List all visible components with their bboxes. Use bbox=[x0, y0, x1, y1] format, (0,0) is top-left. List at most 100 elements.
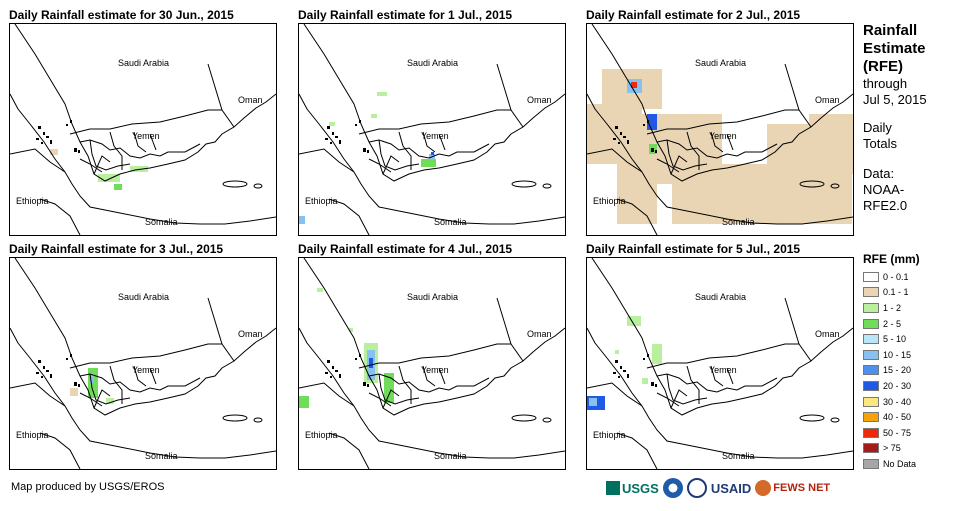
legend-label: 0 - 0.1 bbox=[883, 271, 909, 282]
usgs-logo: USGS bbox=[606, 481, 659, 496]
legend-label: 0.1 - 1 bbox=[883, 287, 909, 298]
rainfall-area bbox=[615, 350, 619, 354]
yemen-label: Yemen bbox=[132, 365, 160, 375]
legend: RFE (mm) 0 - 0.1 0.1 - 1 1 - 2 2 - 5 5 - 10 1… bbox=[863, 252, 967, 472]
rainfall-area bbox=[299, 396, 309, 408]
legend-item: 15 - 20 bbox=[863, 363, 967, 379]
through-label: through bbox=[863, 76, 908, 91]
legend-item: 10 - 15 bbox=[863, 347, 967, 363]
yemen-map: Saudi Arabia Oman Yemen Ethiopia Somalia bbox=[587, 24, 853, 235]
legend-title: RFE (mm) bbox=[863, 252, 920, 266]
yemen-label: Yemen bbox=[709, 365, 737, 375]
yemen-label: Yemen bbox=[132, 131, 160, 141]
rainfall-area bbox=[627, 316, 641, 326]
ethiopia-label: Ethiopia bbox=[593, 196, 626, 206]
rainfall-map: Saudi Arabia Oman Yemen Ethiopia Somalia bbox=[586, 23, 854, 236]
rainfall-area bbox=[349, 328, 353, 332]
rainfall-area bbox=[617, 159, 657, 224]
legend-swatch bbox=[863, 349, 879, 360]
legend-label: 2 - 5 bbox=[883, 318, 902, 329]
legend-label: 30 - 40 bbox=[883, 396, 912, 407]
yemen-label: Yemen bbox=[421, 365, 449, 375]
daily-totals-label: Daily Totals bbox=[863, 120, 897, 151]
somalia-label: Somalia bbox=[145, 217, 178, 227]
legend-label: 1 - 2 bbox=[883, 302, 902, 313]
legend-swatch bbox=[863, 365, 879, 376]
saudi-label: Saudi Arabia bbox=[407, 58, 458, 68]
logo-bar: USGS USAID FEWS NET bbox=[606, 478, 830, 498]
rainfall-area bbox=[642, 378, 648, 384]
saudi-label: Saudi Arabia bbox=[695, 58, 746, 68]
legend-item: 2 - 5 bbox=[863, 316, 967, 332]
yemen-label: Yemen bbox=[709, 131, 737, 141]
oman-label: Oman bbox=[815, 95, 840, 105]
legend-item: 5 - 10 bbox=[863, 331, 967, 347]
legend-swatch bbox=[863, 334, 879, 345]
rainfall-area bbox=[106, 398, 114, 404]
map-panel-5: Daily Rainfall estimate for 4 Jul., 2015… bbox=[298, 241, 566, 470]
rainfall-map: Saudi Arabia Oman Yemen Ethiopia Somalia bbox=[586, 257, 854, 470]
oman-label: Oman bbox=[527, 95, 552, 105]
rainfall-area bbox=[317, 288, 323, 292]
legend-item: > 75 bbox=[863, 441, 967, 457]
panel-title: Daily Rainfall estimate for 2 Jul., 2015 bbox=[586, 8, 801, 22]
legend-item: 0.1 - 1 bbox=[863, 285, 967, 301]
info-sidebar: Rainfall Estimate (RFE) through Jul 5, 2… bbox=[863, 22, 967, 214]
rainfall-area bbox=[50, 149, 58, 155]
data-label: Data: bbox=[863, 166, 895, 181]
legend-swatch bbox=[863, 318, 879, 329]
rainfall-area bbox=[421, 159, 436, 167]
rainfall-area bbox=[647, 114, 657, 130]
data-source: NOAA-RFE2.0 bbox=[863, 182, 908, 213]
map-panel-6: Daily Rainfall estimate for 5 Jul., 2015… bbox=[586, 241, 854, 470]
rainfall-map: Saudi Arabia Oman Yemen Ethiopia Somalia bbox=[9, 257, 277, 470]
credit-text: Map produced by USGS/EROS bbox=[11, 481, 165, 493]
sidebar-title: Rainfall Estimate (RFE) bbox=[863, 22, 926, 75]
ethiopia-label: Ethiopia bbox=[16, 430, 49, 440]
rainfall-area bbox=[431, 152, 434, 155]
yemen-map: Saudi Arabia Oman Yemen Ethiopia Somalia bbox=[10, 258, 276, 469]
somalia-label: Somalia bbox=[722, 217, 755, 227]
oman-label: Oman bbox=[815, 329, 840, 339]
legend-item: 20 - 30 bbox=[863, 378, 967, 394]
ethiopia-label: Ethiopia bbox=[593, 430, 626, 440]
map-panel-2: Daily Rainfall estimate for 1 Jul., 2015… bbox=[298, 7, 566, 236]
legend-label: 40 - 50 bbox=[883, 412, 912, 423]
legend-label: 50 - 75 bbox=[883, 427, 912, 438]
rainfall-area bbox=[329, 122, 335, 126]
rainfall-area bbox=[369, 358, 373, 368]
rainfall-area bbox=[652, 344, 662, 364]
rainfall-map: Saudi Arabia Oman Yemen Ethiopia Somalia bbox=[298, 257, 566, 470]
rainfall-area bbox=[377, 92, 387, 96]
usaid-seal bbox=[686, 478, 707, 498]
legend-label: 20 - 30 bbox=[883, 380, 912, 391]
rainfall-area bbox=[371, 114, 377, 118]
rainfall-area bbox=[631, 82, 637, 88]
legend-label: 15 - 20 bbox=[883, 365, 912, 376]
somalia-label: Somalia bbox=[722, 451, 755, 461]
rainfall-area bbox=[767, 124, 817, 174]
yemen-map: Saudi Arabia Oman Yemen Ethiopia Somalia bbox=[299, 24, 565, 235]
legend-swatch bbox=[863, 412, 879, 423]
somalia-label: Somalia bbox=[434, 217, 467, 227]
legend-item: No Data bbox=[863, 456, 967, 472]
legend-swatch bbox=[863, 458, 879, 469]
yemen-map: Saudi Arabia Oman Yemen Ethiopia Somalia bbox=[299, 258, 565, 469]
rainfall-area bbox=[809, 114, 853, 174]
legend-label: No Data bbox=[883, 458, 917, 469]
rainfall-area bbox=[114, 184, 122, 190]
ethiopia-label: Ethiopia bbox=[305, 196, 338, 206]
legend-swatch bbox=[863, 302, 879, 313]
panel-title: Daily Rainfall estimate for 5 Jul., 2015 bbox=[586, 242, 801, 256]
legend-item: 50 - 75 bbox=[863, 425, 967, 441]
map-panel-3: Daily Rainfall estimate for 2 Jul., 2015… bbox=[586, 7, 854, 236]
legend-label: 10 - 15 bbox=[883, 349, 912, 360]
panel-title: Daily Rainfall estimate for 3 Jul., 2015 bbox=[9, 242, 224, 256]
rainfall-area bbox=[384, 373, 394, 403]
saudi-label: Saudi Arabia bbox=[407, 292, 458, 302]
saudi-label: Saudi Arabia bbox=[118, 58, 169, 68]
legend-swatch bbox=[863, 443, 879, 454]
map-panel-1: Daily Rainfall estimate for 30 Jun., 201… bbox=[9, 7, 277, 236]
saudi-label: Saudi Arabia bbox=[695, 292, 746, 302]
saudi-label: Saudi Arabia bbox=[118, 292, 169, 302]
